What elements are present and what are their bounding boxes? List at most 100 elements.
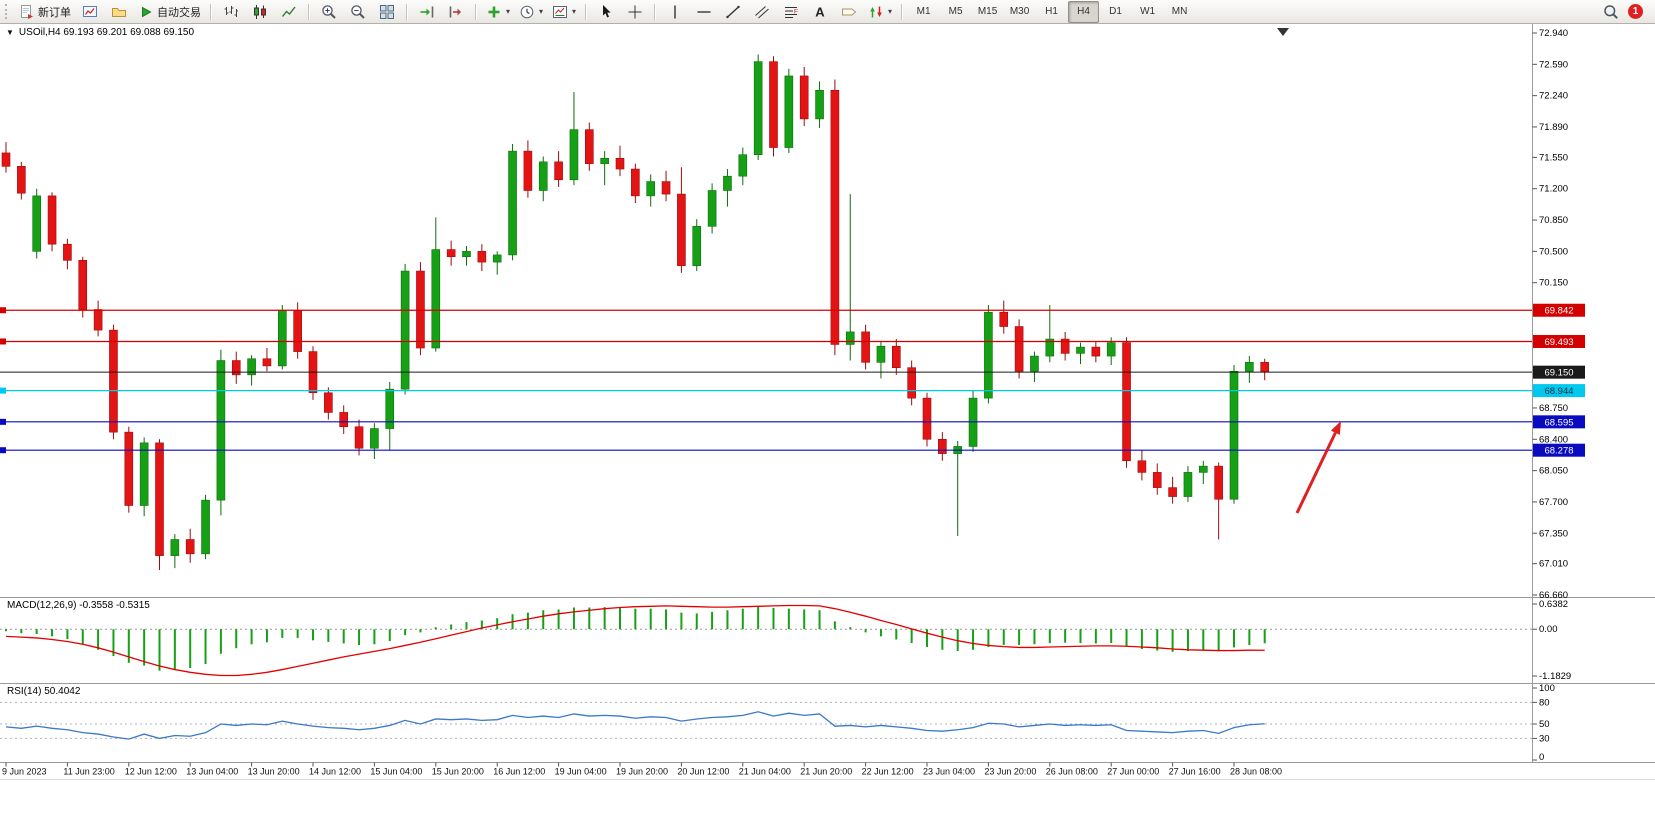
periods-icon [519, 4, 535, 20]
toolbar-separator [901, 3, 904, 20]
vertical-line-button[interactable] [661, 1, 689, 23]
vline-icon [667, 4, 683, 20]
templates-button[interactable]: ▾ [548, 1, 580, 23]
bar-chart-button[interactable] [217, 1, 245, 23]
notifications-badge[interactable]: 1 [1628, 4, 1643, 19]
toolbar-grip[interactable] [5, 4, 10, 19]
timeframe-mn-button[interactable]: MN [1171, 6, 1188, 17]
chart-shift-marker [1277, 28, 1289, 36]
svg-text:23 Jun 20:00: 23 Jun 20:00 [984, 767, 1036, 777]
svg-text:68.050: 68.050 [1539, 466, 1568, 477]
svg-text:69.842: 69.842 [1544, 306, 1573, 317]
candles-chart-icon [252, 4, 268, 20]
toolbar-separator [654, 3, 657, 20]
svg-text:0: 0 [1539, 752, 1544, 763]
bars-chart-icon [223, 4, 239, 20]
label-button[interactable] [835, 1, 863, 23]
svg-text:19 Jun 20:00: 19 Jun 20:00 [616, 767, 668, 777]
svg-text:72.590: 72.590 [1539, 59, 1568, 70]
svg-text:71.550: 71.550 [1539, 152, 1568, 163]
svg-text:12 Jun 12:00: 12 Jun 12:00 [125, 767, 177, 777]
svg-text:15 Jun 20:00: 15 Jun 20:00 [432, 767, 484, 777]
indicators-button[interactable]: ▾ [482, 1, 514, 23]
arrows-button[interactable]: ▾ [864, 1, 896, 23]
timeframe-m1-button[interactable]: M1 [916, 6, 931, 17]
profiles-button[interactable] [105, 1, 133, 23]
trendline-button[interactable] [719, 1, 747, 23]
svg-text:67.010: 67.010 [1539, 559, 1568, 570]
auto-trading-button[interactable]: 自动交易 [134, 1, 205, 23]
svg-text:27 Jun 16:00: 27 Jun 16:00 [1169, 767, 1221, 777]
svg-text:28 Jun 08:00: 28 Jun 08:00 [1230, 767, 1282, 777]
svg-text:67.700: 67.700 [1539, 497, 1568, 508]
text-button[interactable]: A [806, 1, 834, 23]
new-chart-button[interactable] [76, 1, 104, 23]
svg-text:26 Jun 08:00: 26 Jun 08:00 [1046, 767, 1098, 777]
svg-text:68.595: 68.595 [1544, 417, 1573, 428]
crosshair-button[interactable] [621, 1, 649, 23]
dropdown-caret-icon: ▾ [888, 7, 893, 16]
trendline-icon [725, 4, 741, 20]
svg-text:71.890: 71.890 [1539, 122, 1568, 133]
timeframe-m5-button[interactable]: M5 [948, 6, 963, 17]
zoom-in-button[interactable] [315, 1, 343, 23]
line-chart-button[interactable] [275, 1, 303, 23]
horizontal-line-button[interactable] [690, 1, 718, 23]
symbol-dropdown-icon[interactable]: ▼ [6, 28, 14, 37]
svg-text:20 Jun 12:00: 20 Jun 12:00 [677, 767, 729, 777]
macd-signal-line [5, 604, 1265, 677]
candlesticks [1, 54, 1269, 570]
trend-arrow [1295, 421, 1341, 514]
svg-text:11 Jun 23:00: 11 Jun 23:00 [63, 767, 114, 777]
svg-text:66.660: 66.660 [1539, 590, 1568, 601]
svg-text:71.200: 71.200 [1539, 184, 1568, 195]
new-order-button-label: 新订单 [38, 6, 71, 19]
svg-text:70.150: 70.150 [1539, 278, 1568, 289]
svg-text:27 Jun 00:00: 27 Jun 00:00 [1107, 767, 1159, 777]
new-order-button[interactable]: 新订单 [15, 1, 75, 23]
timeframe-h1-button[interactable]: H1 [1045, 6, 1058, 17]
svg-text:-1.1829: -1.1829 [1539, 671, 1571, 682]
svg-text:21 Jun 20:00: 21 Jun 20:00 [800, 767, 852, 777]
svg-text:69.493: 69.493 [1544, 337, 1573, 348]
svg-text:70.500: 70.500 [1539, 246, 1568, 257]
channel-icon [754, 4, 770, 20]
zoom-out-button[interactable] [344, 1, 372, 23]
chart-shift-button[interactable] [442, 1, 470, 23]
timeframe-m30-button[interactable]: M30 [1009, 6, 1030, 17]
toolbar-separator [475, 3, 477, 20]
periods-button[interactable]: ▾ [515, 1, 547, 23]
svg-text:30: 30 [1539, 733, 1550, 744]
candle-chart-button[interactable] [246, 1, 274, 23]
line-chart-icon [281, 4, 297, 20]
templates-icon [552, 4, 568, 20]
timeframe-w1-button[interactable]: W1 [1140, 6, 1156, 17]
auto-scroll-button[interactable] [413, 1, 441, 23]
svg-text:22 Jun 12:00: 22 Jun 12:00 [862, 767, 914, 777]
tile-windows-button[interactable] [373, 1, 401, 23]
search-button[interactable] [1597, 1, 1625, 23]
dropdown-caret-icon: ▾ [572, 7, 577, 16]
equidistant-channel-button[interactable] [748, 1, 776, 23]
svg-text:80: 80 [1539, 697, 1550, 708]
new-order-icon [19, 4, 35, 20]
svg-text:13 Jun 04:00: 13 Jun 04:00 [186, 767, 238, 777]
rsi-line [5, 711, 1265, 740]
timeframe-d1-button[interactable]: D1 [1109, 6, 1122, 17]
svg-text:0.6382: 0.6382 [1539, 599, 1568, 610]
fibonacci-button[interactable]: F [777, 1, 805, 23]
label-icon [841, 4, 857, 20]
hline-icon [696, 4, 712, 20]
svg-text:68.750: 68.750 [1539, 403, 1568, 414]
svg-text:68.944: 68.944 [1544, 386, 1573, 397]
chart-canvas[interactable]: 69.842 69.493 69.150 68.944 68.595 68.278 72.9… [0, 23, 1655, 829]
svg-text:16 Jun 12:00: 16 Jun 12:00 [493, 767, 545, 777]
main-toolbar: 新订单 自动交易 ▾ ▾ ▾ F A ▾ M1 M5 M15 M30 H1 H4 D1 W1 MN 1 [0, 0, 1655, 24]
timeframe-h4-button[interactable]: H4 [1068, 0, 1100, 23]
cursor-button[interactable] [592, 1, 620, 23]
svg-text:0.00: 0.00 [1539, 624, 1558, 635]
chart-shift-icon [448, 4, 464, 20]
toolbar-separator [210, 3, 212, 20]
timeframe-m15-button[interactable]: M15 [977, 6, 998, 17]
